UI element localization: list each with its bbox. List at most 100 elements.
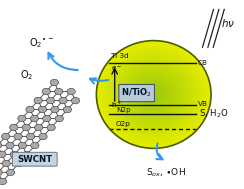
Circle shape (22, 124, 30, 131)
Circle shape (55, 115, 63, 122)
Ellipse shape (126, 69, 181, 120)
Circle shape (67, 88, 75, 95)
Circle shape (43, 115, 51, 122)
Ellipse shape (109, 53, 198, 136)
Ellipse shape (112, 56, 195, 133)
Circle shape (35, 124, 43, 131)
Ellipse shape (143, 85, 164, 104)
Ellipse shape (132, 74, 175, 115)
Ellipse shape (118, 61, 189, 128)
Ellipse shape (108, 51, 200, 138)
Circle shape (14, 133, 22, 140)
FancyBboxPatch shape (12, 152, 57, 166)
Ellipse shape (104, 48, 203, 141)
Circle shape (34, 97, 42, 104)
Text: VB: VB (198, 101, 208, 107)
Circle shape (51, 106, 59, 113)
Ellipse shape (146, 87, 162, 102)
Circle shape (26, 106, 34, 113)
Ellipse shape (115, 58, 193, 131)
Ellipse shape (125, 68, 182, 122)
Circle shape (30, 115, 39, 122)
Ellipse shape (129, 71, 179, 118)
Ellipse shape (135, 77, 172, 112)
Ellipse shape (103, 47, 204, 142)
Circle shape (38, 106, 47, 113)
Ellipse shape (131, 73, 177, 116)
Circle shape (42, 88, 51, 95)
Circle shape (10, 151, 19, 158)
Text: O$_2$: O$_2$ (20, 69, 33, 83)
Text: O2p: O2p (116, 121, 131, 127)
Text: S, H$_2$O: S, H$_2$O (199, 107, 228, 120)
FancyBboxPatch shape (119, 84, 154, 102)
Circle shape (18, 115, 26, 122)
Ellipse shape (121, 63, 187, 126)
Ellipse shape (117, 60, 190, 129)
Text: S$_{ox}$, $\bullet$OH: S$_{ox}$, $\bullet$OH (146, 167, 186, 179)
Text: $h\nu$: $h\nu$ (221, 17, 235, 29)
Circle shape (15, 160, 23, 167)
Text: SWCNT: SWCNT (17, 155, 52, 164)
Ellipse shape (102, 46, 205, 143)
Ellipse shape (140, 82, 167, 107)
Ellipse shape (106, 49, 202, 140)
Ellipse shape (127, 70, 180, 119)
Circle shape (0, 169, 2, 176)
Circle shape (26, 133, 35, 140)
Circle shape (2, 160, 10, 167)
Ellipse shape (130, 72, 178, 117)
Circle shape (47, 124, 55, 131)
Ellipse shape (149, 90, 158, 99)
Circle shape (0, 151, 6, 158)
Circle shape (6, 169, 15, 176)
Ellipse shape (138, 79, 170, 110)
Ellipse shape (116, 59, 192, 130)
Circle shape (23, 151, 31, 158)
Text: h$^+$: h$^+$ (111, 100, 122, 110)
Ellipse shape (152, 92, 156, 97)
Ellipse shape (134, 76, 173, 113)
Circle shape (50, 79, 59, 86)
Ellipse shape (141, 83, 166, 106)
Ellipse shape (139, 81, 169, 108)
Circle shape (31, 142, 39, 149)
Ellipse shape (123, 65, 185, 124)
Ellipse shape (142, 84, 165, 105)
Circle shape (18, 142, 27, 149)
Circle shape (46, 97, 55, 104)
Ellipse shape (119, 62, 188, 127)
Circle shape (10, 124, 18, 131)
Circle shape (0, 142, 2, 149)
Ellipse shape (133, 75, 174, 114)
Ellipse shape (111, 55, 196, 134)
Ellipse shape (100, 44, 208, 145)
Circle shape (55, 88, 63, 95)
Text: Ti 3d: Ti 3d (111, 53, 129, 59)
Circle shape (0, 178, 7, 185)
Ellipse shape (110, 53, 197, 136)
Ellipse shape (99, 43, 209, 146)
Text: CB: CB (198, 60, 208, 66)
Circle shape (1, 133, 10, 139)
Circle shape (59, 97, 67, 104)
Ellipse shape (137, 78, 171, 111)
Text: O$_2$$^{\bullet-}$: O$_2$$^{\bullet-}$ (29, 36, 54, 50)
Circle shape (39, 133, 47, 140)
Ellipse shape (150, 91, 157, 98)
Ellipse shape (101, 45, 206, 144)
Circle shape (63, 106, 71, 113)
Text: N2p: N2p (116, 107, 131, 113)
Circle shape (6, 142, 14, 149)
Ellipse shape (124, 67, 183, 122)
Text: N/TiO$_2$: N/TiO$_2$ (121, 87, 152, 99)
Ellipse shape (122, 64, 186, 125)
Ellipse shape (114, 57, 194, 132)
Ellipse shape (147, 88, 161, 101)
Ellipse shape (107, 50, 201, 139)
Circle shape (71, 97, 80, 104)
Ellipse shape (148, 89, 160, 100)
Ellipse shape (98, 42, 210, 147)
Text: e$^-$: e$^-$ (111, 64, 122, 73)
Ellipse shape (96, 41, 211, 148)
